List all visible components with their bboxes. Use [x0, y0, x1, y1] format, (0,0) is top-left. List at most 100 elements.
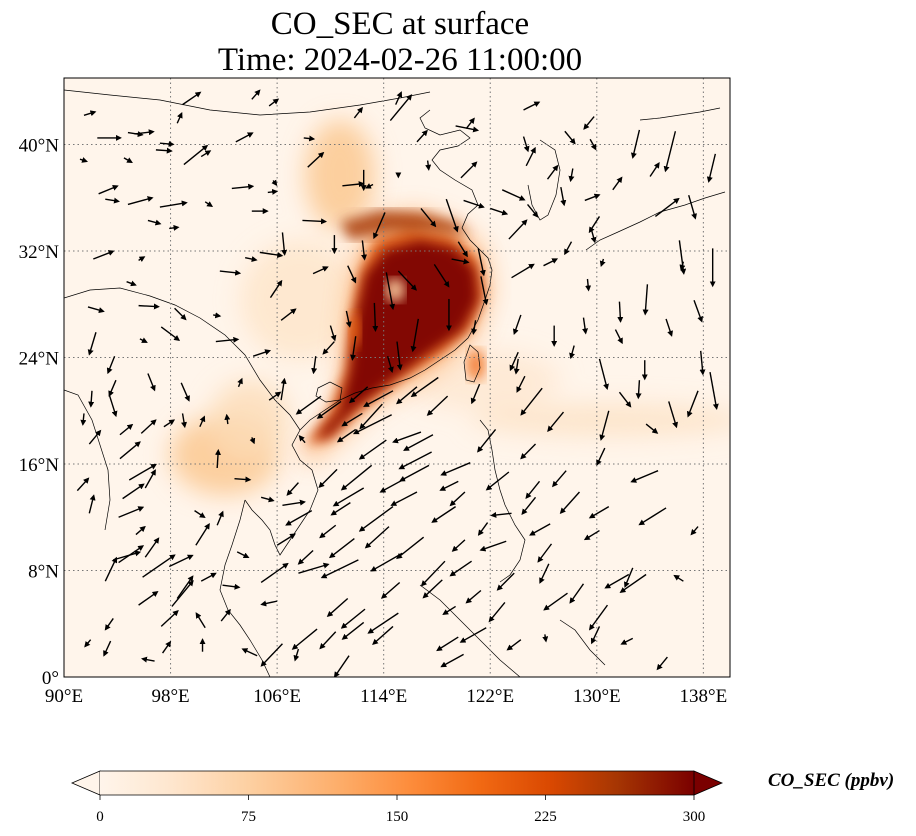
- wind-arrow: [180, 382, 190, 402]
- coastline-korea: [527, 139, 561, 221]
- wind-arrow: [215, 448, 221, 469]
- wind-arrow: [322, 341, 335, 355]
- wind-arrow: [181, 413, 187, 429]
- wind-arrow: [341, 412, 363, 427]
- coastline-vietnam: [244, 429, 319, 556]
- wind-arrow: [135, 525, 146, 536]
- wind-arrow: [147, 219, 162, 226]
- wind-arrow: [471, 320, 478, 335]
- wind-arrow: [134, 129, 155, 136]
- wind-arrow: [373, 212, 386, 240]
- wind-arrow: [370, 552, 403, 572]
- wind-arrow: [105, 197, 120, 204]
- wind-arrow: [113, 550, 142, 561]
- wind-arrow: [245, 256, 258, 262]
- wind-arrow: [140, 419, 157, 434]
- wind-arrow: [303, 135, 316, 142]
- wind-arrow: [564, 130, 576, 145]
- wind-arrow: [551, 470, 567, 488]
- wind-arrow: [213, 312, 222, 319]
- wind-arrow: [477, 248, 486, 277]
- wind-arrow: [619, 573, 647, 593]
- coastline-bay-of-bengal: [64, 389, 111, 531]
- wind-arrow: [490, 511, 512, 518]
- wind-arrow: [372, 625, 394, 646]
- wind-arrow: [420, 560, 446, 587]
- wind-arrow: [599, 258, 606, 268]
- wind-arrow: [307, 151, 325, 168]
- wind-arrow: [174, 307, 187, 321]
- wind-arrow: [387, 356, 394, 374]
- wind-arrow: [302, 218, 328, 225]
- wind-arrow: [496, 572, 515, 591]
- chart-title-line1: CO_SEC at surface: [270, 6, 530, 42]
- wind-arrow: [568, 168, 575, 183]
- coastline-japan-south: [585, 191, 726, 251]
- wind-arrow: [251, 89, 261, 100]
- lon-tick-label: 138°E: [680, 686, 728, 707]
- wind-arrow: [589, 138, 597, 151]
- wind-arrow: [599, 410, 610, 441]
- wind-arrow: [364, 526, 390, 549]
- lat-tick-label: 32°N: [19, 242, 60, 263]
- colorbar-tick-label: 300: [683, 809, 706, 825]
- wind-arrow: [398, 451, 432, 470]
- wind-arrow: [618, 391, 632, 408]
- wind-arrow: [80, 413, 87, 426]
- wind-arrow: [656, 656, 668, 671]
- wind-arrow: [316, 400, 342, 419]
- gridlines: [64, 78, 730, 677]
- lon-tick-label: 98°E: [151, 686, 189, 707]
- wind-arrow: [98, 185, 119, 195]
- wind-arrow: [457, 241, 468, 258]
- wind-arrow: [330, 502, 351, 516]
- wind-arrow: [267, 188, 279, 195]
- wind-arrow: [392, 431, 422, 444]
- wind-arrow: [525, 146, 536, 167]
- wind-arrow: [529, 523, 551, 536]
- wind-arrow: [104, 556, 118, 582]
- wind-arrow: [119, 423, 134, 436]
- wind-arrow: [333, 655, 350, 677]
- chart-title-line2: Time: 2024-02-26 11:00:00: [217, 42, 583, 78]
- wind-arrow: [259, 251, 284, 258]
- wind-arrow: [511, 263, 535, 279]
- wind-arrow: [295, 395, 322, 415]
- wind-arrow: [460, 161, 478, 179]
- wind-arrow: [286, 482, 299, 496]
- wind-arrow: [297, 550, 314, 565]
- wind-arrow: [560, 187, 567, 207]
- wind-arrow: [598, 358, 609, 391]
- wind-arrow: [569, 345, 575, 360]
- wind-arrow: [440, 653, 464, 668]
- wind-arrow: [84, 639, 92, 648]
- wind-arrow: [332, 487, 365, 507]
- wind-arrow: [442, 605, 456, 615]
- wind-arrow: [584, 193, 601, 202]
- map-frame: [63, 77, 731, 678]
- wind-arrow: [439, 480, 459, 491]
- wind-arrow: [168, 554, 194, 568]
- wind-arrow: [614, 329, 623, 345]
- wind-arrow: [480, 276, 489, 306]
- wind-arrow: [699, 350, 706, 376]
- wind-arrow: [654, 197, 680, 217]
- wind-arrow: [260, 600, 278, 607]
- wind-arrow: [367, 612, 399, 634]
- wind-arrow: [620, 637, 634, 645]
- wind-arrow: [546, 164, 559, 180]
- wind-arrow: [260, 496, 275, 503]
- wind-arrow: [569, 583, 585, 604]
- wind-arrow: [237, 377, 243, 388]
- wind-arrow: [345, 310, 352, 328]
- wind-arrow: [319, 524, 337, 539]
- wind-arrow: [445, 198, 459, 233]
- wind-arrow: [501, 189, 526, 201]
- wind-arrow: [399, 464, 430, 482]
- wind-arrow: [588, 506, 610, 519]
- colorbar-label: CO_SEC (ppbv): [768, 770, 895, 791]
- wind-arrow: [389, 94, 413, 122]
- wind-arrow: [361, 240, 368, 261]
- colorbar-gradient: [100, 771, 694, 795]
- wind-arrow: [282, 499, 306, 506]
